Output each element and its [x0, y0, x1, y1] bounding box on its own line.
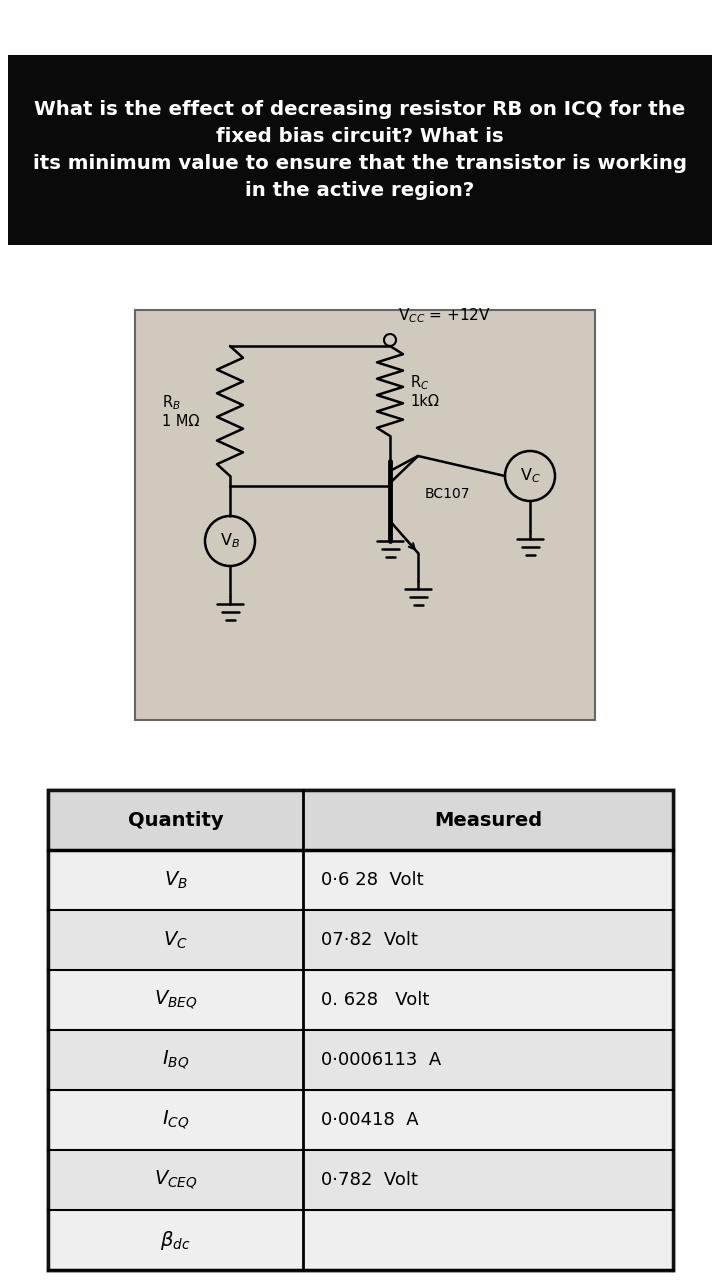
FancyBboxPatch shape	[48, 790, 673, 1270]
Text: 0. 628   Volt: 0. 628 Volt	[321, 991, 429, 1009]
Text: $V_C$: $V_C$	[163, 929, 188, 951]
FancyBboxPatch shape	[48, 1210, 673, 1270]
FancyBboxPatch shape	[8, 55, 712, 244]
FancyBboxPatch shape	[48, 1091, 673, 1149]
FancyBboxPatch shape	[48, 970, 673, 1030]
Text: 07·82  Volt: 07·82 Volt	[321, 931, 418, 948]
Text: R$_C$
1kΩ: R$_C$ 1kΩ	[410, 372, 439, 410]
FancyBboxPatch shape	[48, 790, 673, 850]
Text: V$_B$: V$_B$	[220, 531, 240, 550]
Text: V$_{CC}$ = +12V: V$_{CC}$ = +12V	[398, 306, 491, 325]
Text: 0·00418  A: 0·00418 A	[321, 1111, 418, 1129]
FancyBboxPatch shape	[48, 850, 673, 910]
Text: $I_{CQ}$: $I_{CQ}$	[162, 1108, 189, 1132]
Text: V$_C$: V$_C$	[520, 467, 541, 485]
FancyBboxPatch shape	[48, 1149, 673, 1210]
FancyBboxPatch shape	[135, 310, 595, 719]
Text: 0·782  Volt: 0·782 Volt	[321, 1171, 418, 1189]
Text: $V_{CEQ}$: $V_{CEQ}$	[153, 1169, 197, 1192]
Text: $I_{BQ}$: $I_{BQ}$	[162, 1048, 189, 1071]
Text: R$_B$
1 MΩ: R$_B$ 1 MΩ	[162, 393, 199, 429]
Text: 0·0006113  A: 0·0006113 A	[321, 1051, 441, 1069]
FancyBboxPatch shape	[48, 910, 673, 970]
Text: $\beta_{dc}$: $\beta_{dc}$	[161, 1229, 191, 1252]
Text: Quantity: Quantity	[127, 810, 223, 829]
Text: 0·6 28  Volt: 0·6 28 Volt	[321, 870, 423, 890]
Text: BC107: BC107	[425, 486, 470, 500]
Text: What is the effect of decreasing resistor RB on ICQ for the
fixed bias circuit? : What is the effect of decreasing resisto…	[33, 100, 687, 201]
FancyBboxPatch shape	[48, 1030, 673, 1091]
Text: $V_{BEQ}$: $V_{BEQ}$	[154, 989, 197, 1011]
Text: $V_B$: $V_B$	[163, 869, 187, 891]
Text: Measured: Measured	[434, 810, 542, 829]
